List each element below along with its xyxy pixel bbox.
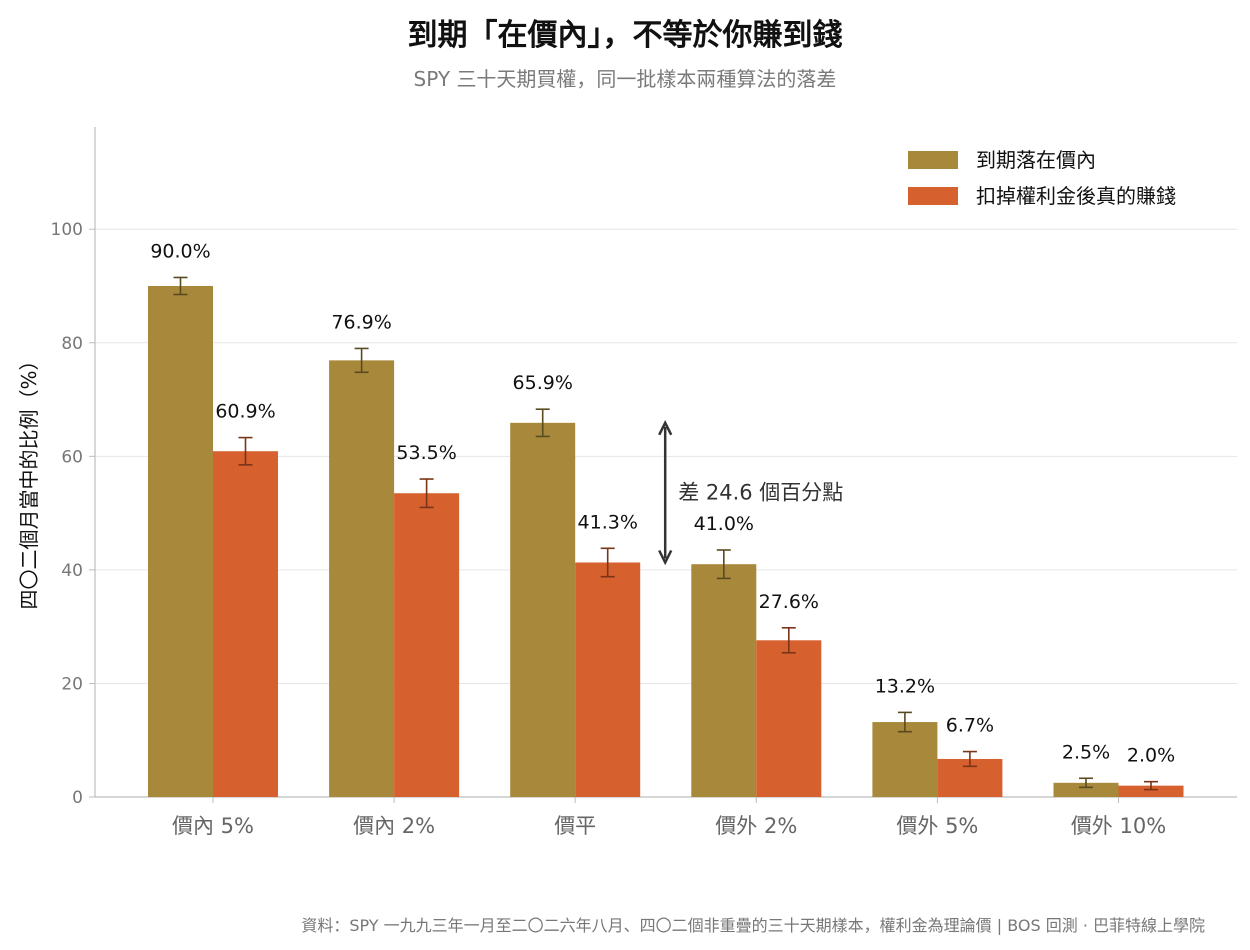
x-tick-label: 價外 5% bbox=[896, 814, 978, 838]
bar bbox=[575, 562, 641, 797]
data-label: 41.3% bbox=[578, 511, 638, 533]
data-label: 27.6% bbox=[759, 591, 819, 613]
y-tick-label: 80 bbox=[61, 334, 83, 354]
y-tick-label: 40 bbox=[61, 561, 83, 581]
bar bbox=[756, 640, 822, 797]
data-label: 60.9% bbox=[215, 401, 275, 423]
x-tick-label: 價內 2% bbox=[353, 814, 435, 838]
x-tick-label: 價內 5% bbox=[172, 814, 254, 838]
data-label: 6.7% bbox=[946, 715, 994, 737]
x-tick-label: 價平 bbox=[554, 814, 596, 838]
data-label: 76.9% bbox=[331, 311, 391, 333]
bar bbox=[872, 722, 938, 797]
bar bbox=[1053, 782, 1119, 797]
y-tick-label: 60 bbox=[61, 447, 83, 467]
data-label: 2.5% bbox=[1062, 741, 1110, 763]
legend-label: 扣掉權利金後真的賺錢 bbox=[976, 184, 1176, 208]
x-tick-label: 價外 2% bbox=[715, 814, 797, 838]
y-tick-label: 0 bbox=[72, 788, 83, 808]
legend-swatch bbox=[908, 151, 958, 169]
bar bbox=[213, 451, 278, 797]
data-label: 41.0% bbox=[694, 513, 754, 535]
source-footnote: 資料：SPY 一九九三年一月至二〇二六年八月、四〇二個非重疊的三十天期樣本，權利… bbox=[301, 916, 1205, 935]
data-label: 90.0% bbox=[150, 240, 210, 262]
legend-swatch bbox=[908, 187, 958, 205]
annotation-arrow-head bbox=[658, 549, 673, 566]
bar bbox=[394, 493, 460, 797]
legend-label: 到期落在價內 bbox=[976, 148, 1096, 172]
y-axis-label: 四〇二個月當中的比例（%） bbox=[17, 350, 41, 609]
x-tick-label: 價外 10% bbox=[1071, 814, 1166, 838]
bar bbox=[329, 360, 395, 797]
data-label: 2.0% bbox=[1127, 745, 1175, 767]
data-label: 13.2% bbox=[875, 675, 935, 697]
chart-subtitle: SPY 三十天期買權，同一批樣本兩種算法的落差 bbox=[413, 67, 837, 91]
bar bbox=[1118, 785, 1184, 797]
chart-title: 到期「在價內」，不等於你賺到錢 bbox=[407, 18, 843, 53]
bar bbox=[510, 422, 576, 797]
annotation-text: 差 24.6 個百分點 bbox=[678, 481, 843, 505]
data-label: 65.9% bbox=[513, 372, 573, 394]
y-tick-label: 20 bbox=[61, 674, 83, 694]
annotation-arrow-head bbox=[658, 420, 673, 436]
bar bbox=[691, 564, 757, 797]
bar bbox=[148, 285, 213, 797]
y-tick-label: 100 bbox=[51, 220, 83, 240]
data-label: 53.5% bbox=[396, 442, 456, 464]
